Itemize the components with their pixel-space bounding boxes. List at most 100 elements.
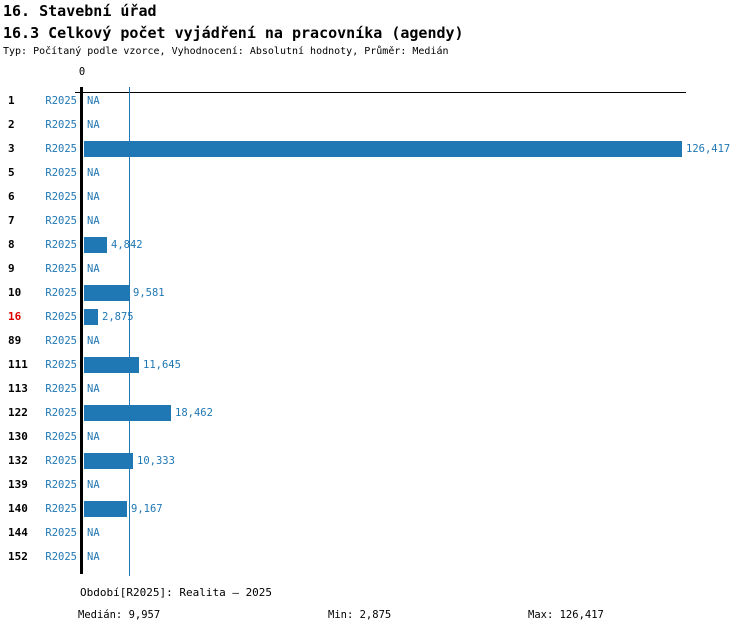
period-label: R2025 <box>45 431 77 443</box>
value-label: NA <box>87 191 100 203</box>
value-label: 10,333 <box>137 455 175 467</box>
value-label: 9,167 <box>131 503 163 515</box>
category-label: 140 <box>8 502 28 515</box>
value-bar <box>84 405 171 421</box>
value-label: 11,645 <box>143 359 181 371</box>
value-bar <box>84 141 682 157</box>
category-label: 2 <box>8 118 15 131</box>
value-label: 126,417 <box>686 143 731 155</box>
period-label: R2025 <box>45 119 77 131</box>
category-label: 130 <box>8 430 28 443</box>
period-label: R2025 <box>45 407 77 419</box>
period-label: R2025 <box>45 215 77 227</box>
category-label: 16 <box>8 310 22 323</box>
period-label: R2025 <box>45 359 77 371</box>
median-reference-line <box>129 87 130 576</box>
period-label: R2025 <box>45 383 77 395</box>
page-title: 16. Stavební úřad <box>3 2 157 20</box>
y-axis-line <box>80 87 83 574</box>
value-bar <box>84 237 107 253</box>
value-label: NA <box>87 551 100 563</box>
category-label: 113 <box>8 382 28 395</box>
category-label: 1 <box>8 94 15 107</box>
chart-row: 7 R2025 NA <box>0 209 750 233</box>
footer-period-line: Období[R2025]: Realita – 2025 <box>80 586 273 599</box>
chart-row: 130 R2025 NA <box>0 425 750 449</box>
value-label: NA <box>87 167 100 179</box>
chart-row: 8 R2025 4,842 <box>0 233 750 257</box>
chart-row: 6 R2025 NA <box>0 185 750 209</box>
category-label: 122 <box>8 406 28 419</box>
category-label: 144 <box>8 526 28 539</box>
value-label: NA <box>87 479 100 491</box>
category-label: 7 <box>8 214 15 227</box>
category-label: 8 <box>8 238 15 251</box>
footer-min-stat: Min: 2,875 <box>328 609 392 621</box>
value-label: NA <box>87 215 100 227</box>
value-label: 18,462 <box>175 407 213 419</box>
value-label: 2,875 <box>102 311 134 323</box>
chart-row: 139 R2025 NA <box>0 473 750 497</box>
value-label: NA <box>87 383 100 395</box>
chart-row: 132 R2025 10,333 <box>0 449 750 473</box>
chart-row: 1 R2025 NA <box>0 89 750 113</box>
period-label: R2025 <box>45 311 77 323</box>
value-label: NA <box>87 95 100 107</box>
category-label: 89 <box>8 334 22 347</box>
period-label: R2025 <box>45 143 77 155</box>
footer-max-stat: Max: 126,417 <box>528 609 604 621</box>
value-label: NA <box>87 431 100 443</box>
chart-row: 9 R2025 NA <box>0 257 750 281</box>
chart-row: 140 R2025 9,167 <box>0 497 750 521</box>
footer-median-stat: Medián: 9,957 <box>78 609 161 621</box>
chart-row: 152 R2025 NA <box>0 545 750 569</box>
period-label: R2025 <box>45 239 77 251</box>
category-label: 10 <box>8 286 22 299</box>
value-label: 9,581 <box>133 287 165 299</box>
value-label: NA <box>87 263 100 275</box>
period-label: R2025 <box>45 479 77 491</box>
period-label: R2025 <box>45 263 77 275</box>
x-axis-line <box>75 92 686 93</box>
chart-row: 10 R2025 9,581 <box>0 281 750 305</box>
value-bar <box>84 285 129 301</box>
value-bar <box>84 309 98 325</box>
chart-subtitle: 16.3 Celkový počet vyjádření na pracovní… <box>3 24 464 42</box>
period-label: R2025 <box>45 455 77 467</box>
chart-row: 113 R2025 NA <box>0 377 750 401</box>
period-label: R2025 <box>45 335 77 347</box>
category-label: 139 <box>8 478 28 491</box>
category-label: 5 <box>8 166 15 179</box>
chart-row: 144 R2025 NA <box>0 521 750 545</box>
chart-row: 2 R2025 NA <box>0 113 750 137</box>
value-bar <box>84 357 139 373</box>
chart-row: 111 R2025 11,645 <box>0 353 750 377</box>
category-label: 152 <box>8 550 28 563</box>
period-label: R2025 <box>45 191 77 203</box>
value-label: 4,842 <box>111 239 143 251</box>
chart-row: 122 R2025 18,462 <box>0 401 750 425</box>
value-label: NA <box>87 119 100 131</box>
value-label: NA <box>87 527 100 539</box>
chart-row: 5 R2025 NA <box>0 161 750 185</box>
chart-row: 89 R2025 NA <box>0 329 750 353</box>
value-bar <box>84 453 133 469</box>
period-label: R2025 <box>45 527 77 539</box>
category-label: 6 <box>8 190 15 203</box>
chart-meta-line: Typ: Počítaný podle vzorce, Vyhodnocení:… <box>3 46 449 57</box>
value-bar <box>84 501 127 517</box>
category-label: 3 <box>8 142 15 155</box>
category-label: 111 <box>8 358 28 371</box>
period-label: R2025 <box>45 287 77 299</box>
chart-row: 3 R2025 126,417 <box>0 137 750 161</box>
period-label: R2025 <box>45 503 77 515</box>
period-label: R2025 <box>45 95 77 107</box>
x-axis-zero-tick-label: 0 <box>78 66 86 78</box>
category-label: 132 <box>8 454 28 467</box>
value-label: NA <box>87 335 100 347</box>
period-label: R2025 <box>45 551 77 563</box>
chart-row: 16 R2025 2,875 <box>0 305 750 329</box>
period-label: R2025 <box>45 167 77 179</box>
category-label: 9 <box>8 262 15 275</box>
